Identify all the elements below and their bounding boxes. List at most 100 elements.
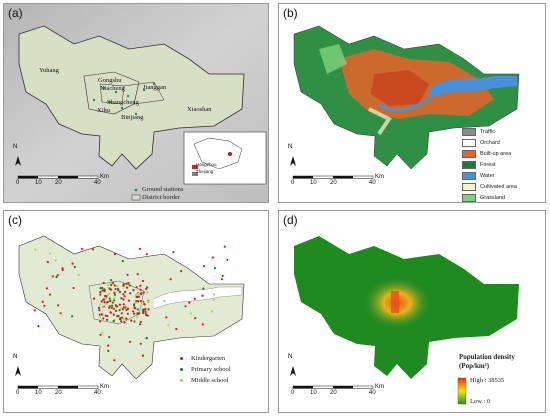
land-use-map [293, 25, 520, 170]
land-use-legend: Traffic Orchard Built-up area Forest Wat… [462, 126, 517, 202]
school-point [123, 321, 126, 324]
school-point [115, 285, 119, 288]
north-label: N [13, 144, 18, 150]
school-point [127, 282, 130, 285]
scale-tick-20: 20 [55, 390, 62, 396]
school-point [143, 303, 146, 306]
panel-b-label: (b) [283, 6, 298, 20]
school-point [133, 320, 136, 323]
school-point [132, 289, 135, 292]
school-legend: Kindergarten Primary school Middle schoo… [180, 353, 231, 386]
panel-c-schools-map: (c) Kindergarten Primary school Middle s… [3, 210, 269, 413]
district-yuhang: Yuhang [39, 67, 59, 74]
school-point [139, 342, 142, 345]
school-point [141, 301, 144, 304]
scale-tick-40: 40 [369, 390, 376, 396]
district-shangcheng: Shangcheng [107, 99, 139, 106]
school-point [71, 262, 74, 265]
school-point [130, 319, 133, 322]
scale-tick-0: 0 [291, 180, 295, 186]
school-point [105, 297, 108, 300]
school-point [202, 265, 205, 268]
school-point [165, 316, 168, 319]
school-point [114, 309, 118, 312]
panel-a-study-area-map: (a) Yuhang Gongshu Xiacheng Jianggan Sha… [3, 3, 269, 203]
school-point [140, 293, 143, 296]
legend-item-middle-school: Middle school [180, 375, 231, 386]
school-point [201, 323, 204, 326]
school-point [119, 317, 122, 320]
school-point [139, 284, 142, 287]
school-point [134, 301, 137, 304]
school-point [54, 259, 57, 262]
scale-unit: Km [375, 384, 384, 390]
legend-item-cultivated: Cultivated area [462, 181, 517, 192]
legend-ground-stations: Ground stations [142, 186, 184, 193]
school-point [120, 297, 123, 300]
panel-b-land-use-map: (b) Traffic Orchard Built-up area Forest… [278, 3, 546, 203]
school-point [133, 304, 136, 307]
school-point [120, 312, 123, 315]
scale-tick-0: 0 [291, 390, 295, 396]
scale-tick-10: 10 [35, 390, 42, 396]
school-point [163, 299, 166, 303]
school-point [98, 306, 101, 309]
school-point [100, 300, 103, 303]
school-point [128, 340, 132, 343]
scale-unit: Km [100, 174, 109, 180]
school-point [110, 279, 113, 282]
school-point [109, 311, 112, 314]
school-point [119, 306, 123, 310]
school-point [99, 320, 102, 323]
school-point [118, 309, 121, 312]
school-point [107, 349, 110, 352]
population-low-label: Low : 0 [470, 398, 491, 405]
scale-tick-10: 10 [35, 180, 42, 186]
school-point [33, 309, 36, 312]
legend-item-primary-school: Primary school [180, 364, 231, 375]
legend-item-kindergarten: Kindergarten [180, 353, 231, 364]
school-point [136, 273, 139, 276]
legend-item-orchard: Orchard [462, 137, 517, 148]
school-point [100, 313, 103, 316]
panel-d-label: (d) [283, 213, 298, 227]
school-point [77, 273, 80, 276]
scale-tick-10: 10 [310, 390, 317, 396]
scale-tick-40: 40 [94, 180, 101, 186]
north-label: N [288, 144, 293, 150]
legend-district-border: District border [142, 194, 181, 201]
school-point [91, 248, 95, 251]
population-legend-title: Population density [459, 353, 515, 361]
school-point [141, 354, 145, 357]
school-point [45, 287, 49, 290]
school-point [102, 317, 105, 320]
school-point [123, 295, 126, 298]
school-point [122, 303, 125, 306]
school-point [145, 287, 148, 291]
legend-item-water: Water [462, 170, 517, 181]
school-point [73, 265, 76, 269]
school-point [141, 310, 145, 313]
school-point [112, 307, 115, 310]
school-point [109, 288, 112, 291]
school-point [118, 290, 122, 294]
school-point [113, 291, 116, 294]
school-point [104, 294, 107, 298]
school-point [113, 299, 116, 302]
school-point [220, 278, 223, 281]
school-point [98, 313, 101, 316]
school-point [132, 312, 136, 315]
school-point [125, 308, 128, 311]
school-point [144, 310, 147, 313]
school-point [127, 299, 131, 302]
population-high-label: High : 38535 [470, 377, 505, 384]
school-point [43, 304, 46, 307]
school-point [101, 306, 104, 309]
school-point [137, 292, 140, 295]
school-point [129, 317, 132, 320]
school-point [113, 359, 116, 362]
school-point [145, 336, 148, 340]
school-point [126, 273, 129, 276]
school-point [80, 247, 83, 250]
scale-unit: Km [375, 174, 384, 180]
